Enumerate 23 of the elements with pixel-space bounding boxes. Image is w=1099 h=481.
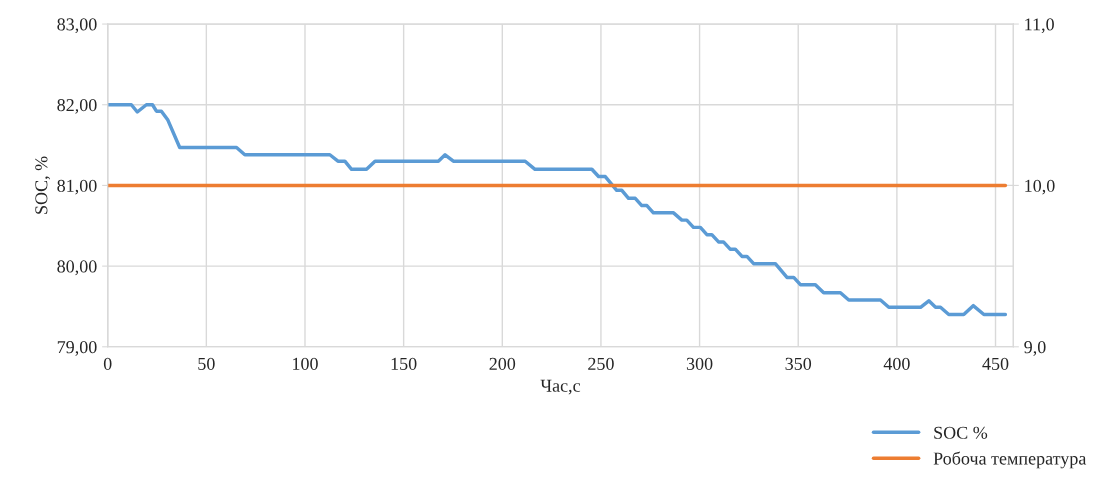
- x-tick-label: 0: [103, 357, 112, 370]
- y-axis-title: SOC, %: [35, 156, 51, 214]
- x-tick-label: 450: [982, 357, 1009, 370]
- y-tick-label: 81,00: [57, 179, 97, 195]
- y-tick-label: 79,00: [57, 341, 97, 356]
- legend-label: Робоча температура: [933, 451, 1087, 469]
- y-tick-label: 83,00: [57, 18, 97, 34]
- legend-label: SOC %: [934, 426, 988, 439]
- x-tick-label: 400: [883, 357, 910, 370]
- x-tick-label: 300: [686, 357, 713, 370]
- x-tick-label: 250: [588, 357, 614, 370]
- y2-tick-label: 9,0: [1024, 341, 1046, 356]
- x-tick-label: 350: [785, 357, 812, 370]
- x-tick-label: 50: [198, 357, 215, 370]
- x-axis-title: Час,с: [540, 379, 581, 395]
- y2-tick-label: 10,0: [1025, 179, 1055, 195]
- x-tick-label: 150: [391, 357, 417, 370]
- y-tick-label: 80,00: [57, 260, 97, 276]
- x-tick-label: 100: [293, 357, 318, 370]
- y-tick-label: 82,00: [57, 99, 97, 114]
- line-series: [107, 103, 1008, 317]
- y2-tick-label: 11,0: [1025, 18, 1054, 34]
- x-tick-label: 200: [489, 357, 516, 370]
